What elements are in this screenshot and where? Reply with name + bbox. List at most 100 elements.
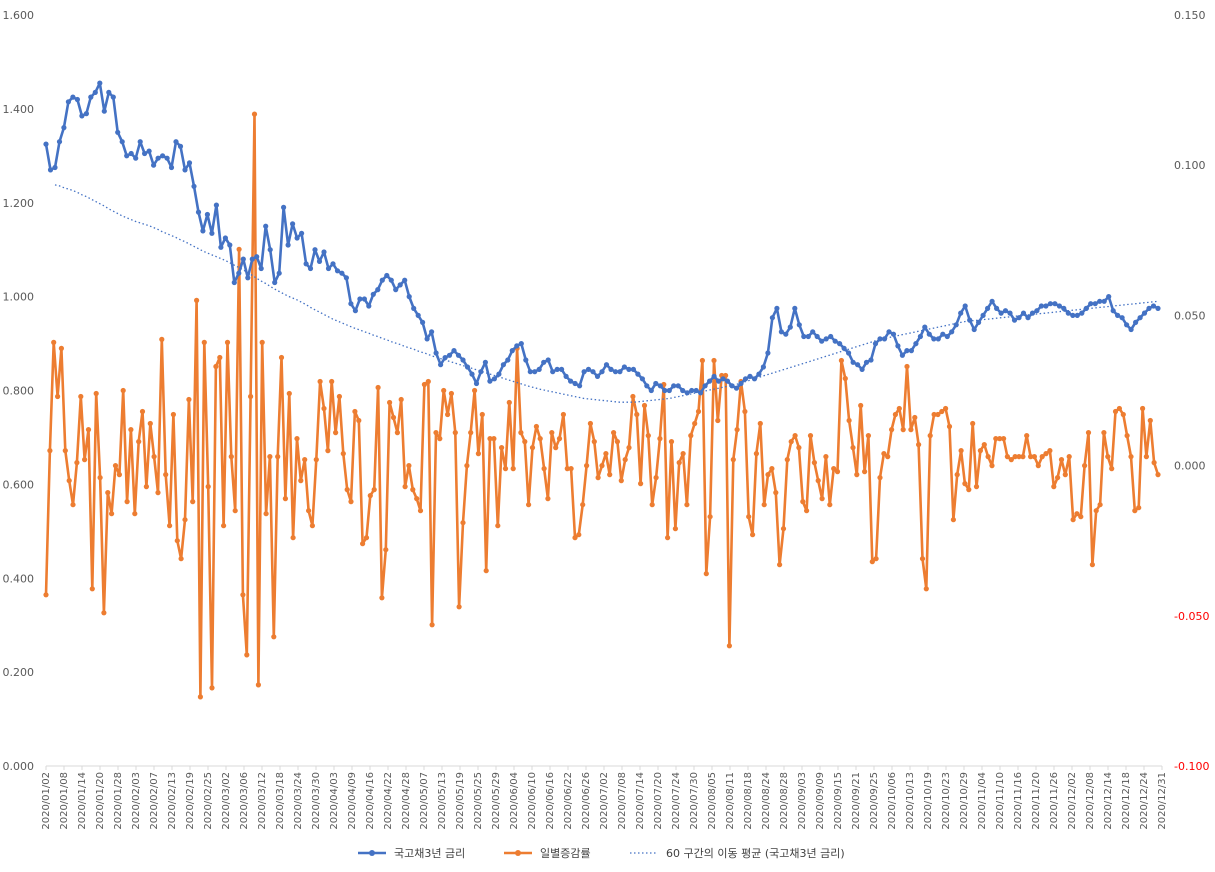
series-1-point bbox=[927, 433, 933, 439]
series-1-point bbox=[943, 405, 949, 412]
right-axis-tick-label: -0.050 bbox=[1174, 610, 1209, 623]
series-1-point bbox=[695, 408, 702, 415]
series-1-point bbox=[919, 556, 926, 562]
x-axis-tick-label: 2020/04/03 bbox=[329, 772, 340, 830]
x-axis-tick-label: 2020/08/11 bbox=[725, 772, 736, 830]
series-0-point bbox=[186, 160, 193, 166]
series-1-point bbox=[58, 345, 64, 351]
series-0-point bbox=[151, 162, 157, 168]
series-1-point bbox=[294, 436, 300, 442]
series-0-point bbox=[976, 319, 982, 325]
series-1-point bbox=[545, 496, 551, 502]
series-1-point bbox=[684, 502, 690, 508]
series-0-point bbox=[967, 317, 973, 323]
series-0-point bbox=[572, 380, 578, 387]
series-1-point bbox=[406, 463, 412, 469]
series-1-point bbox=[97, 475, 103, 481]
series-1-point bbox=[298, 478, 304, 484]
series-1-point bbox=[564, 466, 570, 472]
x-axis-tick-label: 2020/03/06 bbox=[239, 772, 250, 830]
series-1-point bbox=[402, 484, 408, 490]
series-0-point bbox=[155, 155, 161, 161]
series-1-point bbox=[599, 463, 605, 469]
series-1-point bbox=[1039, 454, 1045, 460]
series-0-point bbox=[70, 94, 76, 100]
series-0-point bbox=[814, 333, 820, 340]
series-1-point bbox=[1116, 405, 1122, 412]
series-0-point bbox=[1002, 308, 1009, 314]
series-1-point bbox=[251, 111, 258, 117]
series-1-point bbox=[526, 502, 532, 508]
series-0-point bbox=[1097, 298, 1103, 304]
series-0-point bbox=[142, 150, 148, 157]
series-0-point bbox=[711, 373, 717, 379]
series-1-point bbox=[352, 408, 358, 415]
series-0-point bbox=[200, 228, 206, 234]
series-0-point bbox=[168, 164, 175, 171]
series-1-point bbox=[340, 451, 346, 457]
series-1-point bbox=[1151, 460, 1157, 466]
series-0-point bbox=[994, 305, 1000, 311]
series-0-point bbox=[222, 235, 228, 241]
series-0-point bbox=[653, 380, 659, 387]
series-0-point bbox=[904, 348, 910, 354]
series-0-point bbox=[65, 99, 71, 105]
series-1-point bbox=[962, 481, 968, 487]
series-0-point bbox=[388, 277, 394, 283]
series-0-point bbox=[146, 148, 152, 154]
series-0-point bbox=[617, 369, 623, 375]
series-0-point bbox=[680, 387, 686, 394]
series-0-point bbox=[581, 369, 587, 375]
series-0-point bbox=[379, 277, 385, 283]
series-0-point bbox=[52, 164, 58, 171]
series-1-point bbox=[286, 390, 292, 397]
series-0-point bbox=[554, 366, 560, 372]
series-0-point bbox=[415, 312, 421, 318]
series-1-point bbox=[576, 532, 582, 538]
series-1-point bbox=[827, 502, 833, 508]
x-axis-tick-label: 2020/12/18 bbox=[1121, 772, 1132, 830]
series-1-point bbox=[618, 478, 624, 484]
series-0-point bbox=[1101, 298, 1107, 304]
series-0-point bbox=[1070, 312, 1076, 318]
series-1-point bbox=[1035, 463, 1041, 469]
series-1-point bbox=[221, 523, 227, 529]
series-1-point bbox=[692, 420, 698, 427]
series-0-point bbox=[276, 270, 282, 276]
x-axis-tick-label: 2020/06/22 bbox=[563, 772, 574, 830]
series-0-point bbox=[204, 211, 210, 218]
series-0-point bbox=[469, 371, 475, 377]
x-axis-tick-label: 2020/11/10 bbox=[995, 772, 1006, 830]
series-0-point bbox=[913, 341, 919, 347]
x-axis-tick-label: 2020/07/14 bbox=[635, 772, 646, 830]
series-1-point bbox=[607, 472, 613, 478]
series-1-point bbox=[464, 463, 470, 469]
x-axis-tick-label: 2020/05/13 bbox=[437, 772, 448, 830]
series-1-point bbox=[491, 436, 497, 442]
series-0-point bbox=[514, 343, 520, 349]
x-axis-tick-label: 2020/04/22 bbox=[383, 772, 394, 830]
series-1-point bbox=[120, 387, 126, 394]
series-1-point bbox=[163, 472, 169, 478]
series-1-point bbox=[483, 568, 489, 574]
series-1-point bbox=[499, 445, 505, 451]
series-1-point bbox=[375, 384, 381, 391]
series-1-point bbox=[1136, 505, 1142, 511]
x-axis-tick-label: 2020/10/23 bbox=[941, 772, 952, 830]
series-1-point bbox=[278, 354, 285, 361]
series-1-point bbox=[622, 457, 628, 463]
series-0-point bbox=[545, 357, 551, 363]
series-0-point bbox=[832, 338, 838, 344]
series-0-point bbox=[191, 183, 197, 189]
series-1-point bbox=[232, 508, 238, 514]
series-0-point bbox=[406, 294, 412, 300]
series-1-point bbox=[209, 685, 215, 691]
series-0-point bbox=[487, 378, 493, 384]
series-1-point bbox=[587, 420, 594, 427]
series-1-point bbox=[757, 420, 763, 427]
x-axis-tick-label: 2020/10/19 bbox=[923, 772, 934, 830]
left-axis-tick-label: 1.200 bbox=[3, 197, 35, 210]
series-1-point bbox=[201, 339, 207, 345]
series-1-point bbox=[89, 586, 95, 592]
series-0-point bbox=[962, 303, 968, 309]
